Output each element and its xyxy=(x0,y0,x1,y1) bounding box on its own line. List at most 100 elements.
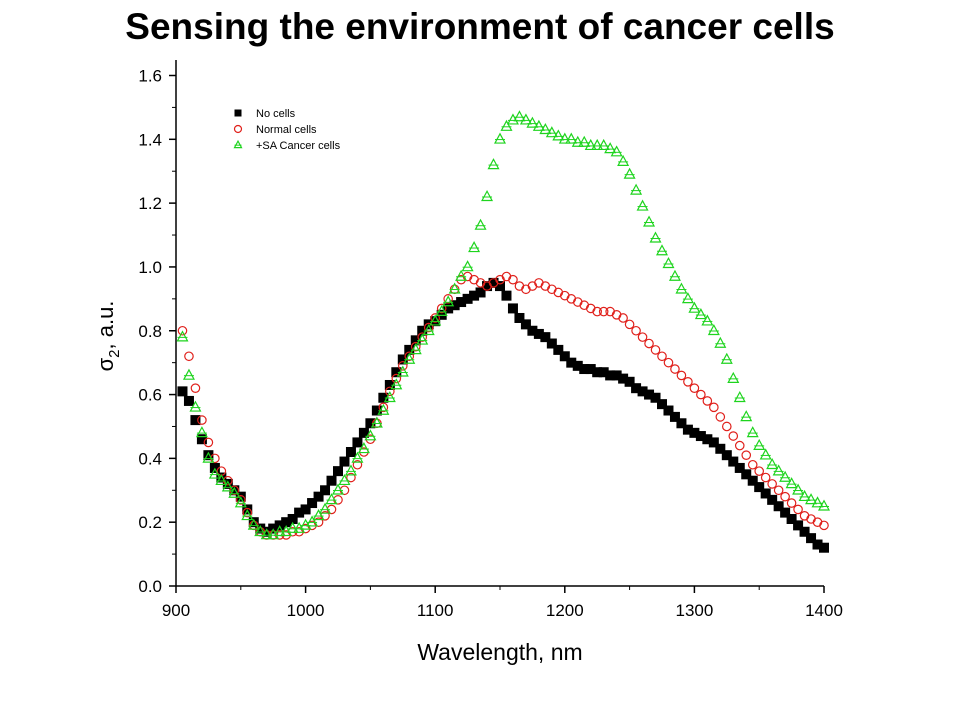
x-tick-label: 1200 xyxy=(546,601,584,620)
data-point xyxy=(657,399,667,410)
data-point xyxy=(644,338,654,349)
legend-marker xyxy=(234,109,242,117)
data-point xyxy=(527,325,538,336)
data-point xyxy=(696,389,706,400)
data-point xyxy=(702,396,713,406)
data-point xyxy=(817,499,831,511)
data-point xyxy=(747,475,758,486)
data-point xyxy=(598,367,609,378)
x-tick-label: 1400 xyxy=(805,601,843,620)
data-point xyxy=(772,464,785,476)
data-point xyxy=(455,269,468,281)
data-point xyxy=(636,199,649,211)
data-point xyxy=(617,154,630,166)
data-point xyxy=(443,294,453,304)
data-point xyxy=(565,132,578,144)
data-point xyxy=(682,424,693,435)
y-tick-label: 0.2 xyxy=(138,513,162,532)
data-point xyxy=(378,392,389,403)
x-tick-label: 1300 xyxy=(675,601,713,620)
data-point xyxy=(487,158,500,170)
data-point xyxy=(177,325,188,336)
data-point xyxy=(579,364,590,375)
data-point xyxy=(786,513,797,524)
data-point xyxy=(255,523,266,534)
data-point xyxy=(623,167,636,179)
data-point xyxy=(526,116,539,128)
data-point xyxy=(409,343,422,355)
x-axis-label: Wavelength, nm xyxy=(417,639,582,665)
data-point xyxy=(714,336,727,348)
data-point xyxy=(819,542,829,553)
data-point xyxy=(384,379,395,390)
data-point xyxy=(448,282,461,294)
data-point xyxy=(183,395,194,406)
data-point xyxy=(468,241,481,253)
data-point xyxy=(365,418,376,429)
data-point xyxy=(792,483,805,495)
data-point xyxy=(798,489,811,502)
data-point xyxy=(189,400,202,412)
data-point xyxy=(643,215,656,227)
data-point xyxy=(294,507,305,518)
legend-marker xyxy=(233,124,243,134)
data-point xyxy=(377,403,390,415)
y-tick-label: 1.4 xyxy=(138,130,162,149)
data-point xyxy=(630,183,643,195)
data-point xyxy=(385,386,395,397)
y-tick-label: 1.0 xyxy=(138,258,162,277)
data-point xyxy=(378,402,389,413)
data-point xyxy=(184,351,194,362)
data-point xyxy=(540,332,551,343)
data-point xyxy=(286,521,299,533)
data-point xyxy=(709,402,719,413)
data-point xyxy=(234,496,247,508)
series-1 xyxy=(177,277,829,553)
data-series xyxy=(176,110,831,553)
data-point xyxy=(539,122,552,135)
data-point xyxy=(208,467,221,479)
data-point xyxy=(694,308,707,320)
plot-frame xyxy=(175,60,824,587)
data-point xyxy=(676,418,687,429)
data-point xyxy=(391,373,402,384)
data-point xyxy=(571,135,584,147)
data-point xyxy=(436,303,447,314)
data-point xyxy=(456,297,467,308)
data-point xyxy=(689,383,700,393)
x-tick-label: 1100 xyxy=(417,601,454,620)
data-point xyxy=(734,462,745,473)
data-point xyxy=(513,110,526,122)
data-point xyxy=(592,306,602,317)
data-point xyxy=(358,427,369,438)
data-point xyxy=(508,274,518,285)
data-point xyxy=(591,138,604,151)
data-point xyxy=(578,135,591,147)
data-point xyxy=(344,464,357,476)
data-point xyxy=(663,357,674,368)
data-point xyxy=(215,473,228,486)
data-point xyxy=(740,410,753,422)
data-point xyxy=(662,256,675,269)
data-point xyxy=(785,477,798,489)
x-tick-label: 1000 xyxy=(287,601,325,620)
data-point xyxy=(261,526,272,537)
data-point xyxy=(597,138,610,151)
data-point xyxy=(481,189,494,202)
y-tick-label: 1.6 xyxy=(138,67,162,86)
data-point xyxy=(396,365,409,377)
data-point xyxy=(572,360,583,371)
data-point xyxy=(339,456,350,467)
data-point xyxy=(741,450,752,460)
data-point xyxy=(495,281,505,292)
data-point xyxy=(786,498,797,508)
data-point xyxy=(727,371,740,383)
data-point xyxy=(417,332,428,342)
data-point xyxy=(429,314,442,326)
data-point xyxy=(766,457,779,470)
data-point xyxy=(747,459,758,470)
data-point xyxy=(624,319,635,330)
data-point xyxy=(397,354,408,365)
data-point xyxy=(624,376,635,387)
data-point xyxy=(746,426,759,438)
